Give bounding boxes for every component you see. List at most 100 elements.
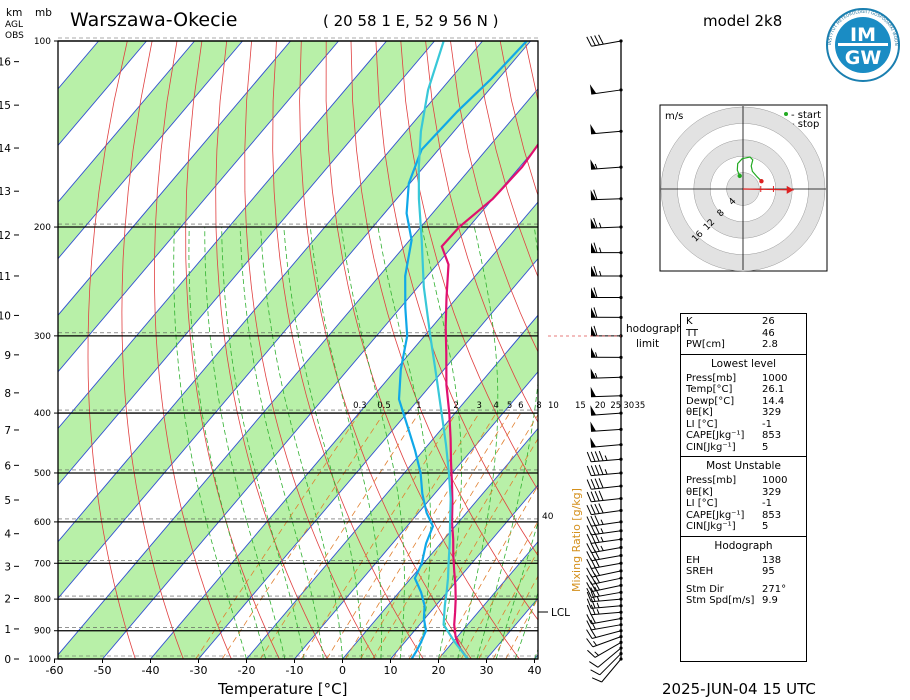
dry-adiabat xyxy=(121,41,184,659)
wind-barb xyxy=(590,386,623,398)
mixing-ratio-label: 4 xyxy=(493,401,498,411)
stm-dir-label: Stm Dir xyxy=(686,583,724,595)
parcel-line xyxy=(417,41,469,659)
wind-barb xyxy=(589,84,623,95)
dry-adiabat xyxy=(425,41,538,424)
lowest-temp-value: 26.1 xyxy=(762,384,785,395)
isotherm-line xyxy=(58,41,387,430)
height-tick-label: 1 xyxy=(4,624,11,636)
dry-adiabat xyxy=(400,41,538,491)
pressure-tick-label: 700 xyxy=(34,559,51,569)
isobar-lines xyxy=(58,37,538,660)
wind-barb xyxy=(590,347,623,359)
x-tick-label: -60 xyxy=(46,664,64,677)
hodograph-limit-label-1: hodograph xyxy=(626,323,683,335)
mu-cape-value: 853 xyxy=(762,509,782,521)
mixing-ratio-label: 10 xyxy=(548,401,559,411)
stm-spd-value: 9.9 xyxy=(762,595,778,606)
height-tick-label: 9 xyxy=(4,350,11,362)
isotherm-line xyxy=(58,41,291,316)
index-tt-value: 46 xyxy=(762,327,775,339)
temperature-line xyxy=(440,142,538,659)
hodograph-unit: m/s xyxy=(665,111,683,122)
lowest-cape-label: CAPE[Jkg⁻¹] xyxy=(686,430,745,441)
moist-adiabat xyxy=(495,521,538,659)
stm-dir-value: 271° xyxy=(762,583,787,595)
wind-barb xyxy=(586,598,623,609)
mu-cin-label: CIN[Jkg⁻¹] xyxy=(686,521,736,532)
axis-mb-label: mb xyxy=(35,7,52,19)
isotherm-line xyxy=(58,41,435,486)
height-tick-label: 7 xyxy=(4,425,11,437)
lowest-cin-value: 5 xyxy=(762,441,769,453)
most-unstable-title: Most Unstable xyxy=(706,460,781,472)
isotherm-line xyxy=(58,41,195,203)
station-coords: ( 20 58 1 E, 52 9 56 N ) xyxy=(323,12,499,30)
mixing-ratio-labels: 0.3 0.5 1 2 3 4 5 6 8 10 15 20 25 30 35 xyxy=(353,401,645,411)
mixing-ratio-label: 0.3 xyxy=(353,401,367,411)
height-tick-label: 14 xyxy=(0,143,11,155)
isotherm-line xyxy=(58,41,243,260)
lowest-level-title: Lowest level xyxy=(710,357,777,370)
isotherm-line xyxy=(390,484,538,659)
x-tick-label: -20 xyxy=(238,664,256,677)
stm-spd-label: Stm Spd[m/s] xyxy=(686,595,755,606)
mixing-ratio-label: 0.5 xyxy=(377,401,391,411)
mixing-ratio-label: 2 xyxy=(453,401,458,411)
indices-lowest: Lowest level Press[mb] 1000 Temp[°C] 26.1 … xyxy=(681,355,806,457)
lcl-label: LCL xyxy=(551,607,570,619)
isotherm-line xyxy=(150,201,538,659)
x-tick-label: 30 xyxy=(480,664,494,677)
moist-adiabat xyxy=(514,591,538,659)
mixing-ratio-label: 25 xyxy=(610,401,621,411)
hodograph-ring-label: 8 xyxy=(716,208,727,219)
mixing-ratio-label: 8 xyxy=(536,401,541,411)
height-tick-label: 5 xyxy=(4,495,11,507)
height-tick-label: 10 xyxy=(0,310,11,322)
height-tick-label: 15 xyxy=(0,100,11,112)
mu-li-label: LI [°C] xyxy=(686,498,718,509)
mu-cin-value: 5 xyxy=(762,521,769,532)
mixing-ratio-label: 20 xyxy=(595,401,606,411)
mixing-ratio-label: 35 xyxy=(635,401,646,411)
lowest-thetae-label: θE[K] xyxy=(686,407,713,418)
dry-adiabat xyxy=(87,41,136,659)
wind-barb xyxy=(590,123,623,135)
isotherm-line xyxy=(294,371,538,659)
dry-adiabats xyxy=(87,41,538,659)
isotherm-band xyxy=(58,88,538,659)
wind-barb xyxy=(590,368,623,379)
x-tick-label: -10 xyxy=(286,664,304,677)
mu-thetae-value: 329 xyxy=(762,486,782,498)
index-tt-label: TT xyxy=(686,327,699,339)
dry-adiabat xyxy=(350,41,538,621)
mu-press-value: 1000 xyxy=(762,475,788,486)
wind-barb xyxy=(586,541,623,554)
legend-stop-label: - stop xyxy=(791,119,819,130)
sreh-label: SREH xyxy=(686,566,714,577)
axis-km-label: km xyxy=(6,7,22,19)
isotherm-line xyxy=(58,88,538,656)
isotherm-line xyxy=(58,41,483,543)
isotherm-line xyxy=(246,314,538,659)
wind-barb xyxy=(590,217,623,229)
mu-press-label: Press[mb] xyxy=(686,475,737,486)
hodograph-indices-title: Hodograph xyxy=(714,539,773,552)
dry-adiabat xyxy=(185,41,280,659)
indices-hodograph: Hodograph EH 138 SREH 95 Stm Dir 271° Stm S… xyxy=(681,537,806,610)
dry-adiabat xyxy=(215,41,328,659)
dewpoint-line xyxy=(397,41,528,659)
legend-start-label: - start xyxy=(791,110,821,121)
moist-adiabat xyxy=(173,226,247,659)
wind-barb xyxy=(586,450,623,463)
height-tick-label: 8 xyxy=(4,388,11,400)
logo-im: IM xyxy=(850,24,876,46)
mixing-ratio-label: 30 xyxy=(623,401,634,411)
wind-barb xyxy=(586,515,623,527)
mixing-ratio-40-label: 40 xyxy=(542,512,554,522)
height-tick-label: 0 xyxy=(4,654,11,666)
mu-li-value: -1 xyxy=(762,498,772,509)
x-tick-label: 10 xyxy=(384,664,398,677)
wind-barb-column xyxy=(586,34,623,683)
dry-adiabat xyxy=(325,41,520,659)
